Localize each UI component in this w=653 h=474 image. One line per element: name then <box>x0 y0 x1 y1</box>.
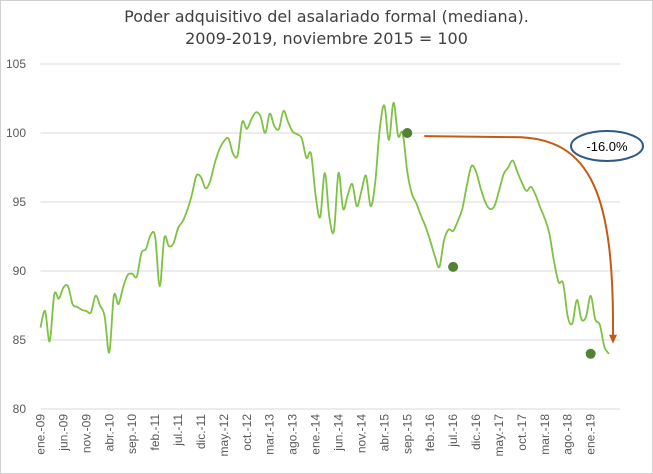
y-tick-label: 85 <box>13 333 27 347</box>
y-tick-label: 90 <box>13 264 27 278</box>
highlight-markers <box>402 128 596 359</box>
x-tick-label: mar.-13 <box>263 414 277 455</box>
x-tick-label: ene.-19 <box>584 414 598 455</box>
x-tick-label: may.-17 <box>492 414 506 457</box>
chart-title-line-1: Poder adquisitivo del asalariado formal … <box>124 7 529 26</box>
x-tick-label: oct.-12 <box>240 414 254 451</box>
chart-title: Poder adquisitivo del asalariado formal … <box>0 6 653 50</box>
x-tick-label: feb.-11 <box>148 414 162 451</box>
x-tick-label: dic.-16 <box>469 414 483 450</box>
x-tick-label: nov.-09 <box>79 414 93 453</box>
x-tick-label: may.-12 <box>217 414 231 457</box>
x-tick-label: feb.-16 <box>423 414 437 452</box>
x-tick-label: ago.-13 <box>286 414 300 455</box>
x-tick-label: sep.-15 <box>400 414 414 454</box>
y-tick-label: 105 <box>6 57 26 71</box>
x-tick-label: jun.-14 <box>332 414 346 452</box>
x-tick-label: oct.-17 <box>515 414 529 451</box>
annotation-arrow <box>424 135 615 337</box>
series-line <box>39 101 610 355</box>
x-tick-label: nov.-14 <box>354 414 368 453</box>
marker-jul-16 <box>448 261 459 272</box>
x-tick-label: dic.-11 <box>194 414 208 449</box>
x-tick-label: mar.-18 <box>538 414 552 455</box>
x-tick-label: jul.-11 <box>171 414 185 447</box>
chart-title-line-2: 2009-2019, noviembre 2015 = 100 <box>185 29 468 48</box>
x-tick-label: sep.-10 <box>125 414 139 454</box>
y-axis-ticks: 80 85 90 95 100 105 <box>6 57 26 416</box>
x-tick-label: ago.-18 <box>561 414 575 455</box>
y-tick-label: 80 <box>13 402 27 416</box>
x-tick-label: jun.-09 <box>56 414 70 452</box>
gridlines <box>40 63 620 410</box>
marker-sep-15 <box>402 128 413 138</box>
y-tick-label: 95 <box>13 195 27 209</box>
x-tick-label: ene.-09 <box>34 414 48 455</box>
x-tick-label: ene.-14 <box>309 414 323 455</box>
x-tick-label: jul.-16 <box>446 414 460 448</box>
callout-ellipse <box>570 130 644 162</box>
annotation-arrowhead <box>609 334 617 344</box>
marker-ene-19 <box>585 348 596 359</box>
x-tick-label: abr.-15 <box>377 414 391 452</box>
callout-label: -16.0% <box>586 139 628 154</box>
y-tick-label: 100 <box>6 126 26 140</box>
x-axis-ticks: ene.-09 jun.-09 nov.-09 abr.-10 sep.-10 feb.-… <box>34 414 598 457</box>
x-tick-label: abr.-10 <box>102 414 116 452</box>
